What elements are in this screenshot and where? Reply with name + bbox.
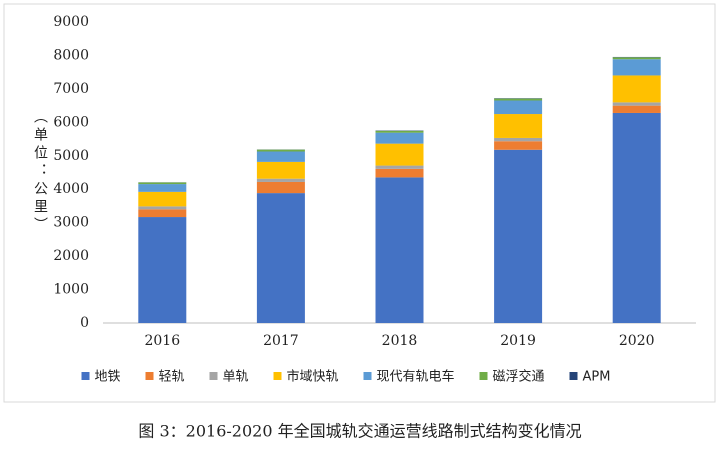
x-tick-label: 2019 bbox=[500, 333, 536, 349]
bar-segment bbox=[138, 206, 186, 209]
bar-segment bbox=[257, 179, 305, 182]
legend-label: 市域快轨 bbox=[287, 369, 339, 385]
bar-segment bbox=[257, 162, 305, 179]
bar-segment bbox=[257, 150, 305, 152]
bar-segment bbox=[376, 144, 424, 166]
bar-segment bbox=[138, 192, 186, 207]
legend-swatch bbox=[146, 372, 154, 380]
legend-swatch bbox=[570, 372, 578, 380]
bar-segment bbox=[138, 217, 186, 323]
bar-segment bbox=[613, 113, 661, 323]
bar-segment bbox=[138, 184, 186, 192]
bar-segment bbox=[376, 166, 424, 169]
legend-label: 地铁 bbox=[95, 370, 121, 385]
y-tick-label: 0 bbox=[80, 315, 89, 331]
bar-segment bbox=[376, 169, 424, 178]
bar-segment bbox=[494, 150, 542, 323]
bar-segment bbox=[138, 209, 186, 217]
bar-segment bbox=[613, 59, 661, 75]
x-tick-label: 2016 bbox=[144, 333, 180, 349]
legend-label: APM bbox=[583, 370, 611, 385]
bar-segment bbox=[494, 138, 542, 141]
bar-segment bbox=[138, 182, 186, 184]
bar-segment bbox=[376, 131, 424, 133]
legend-label: 磁浮交通 bbox=[493, 369, 545, 385]
bar-segment bbox=[257, 182, 305, 193]
y-tick-label: 3000 bbox=[53, 215, 89, 231]
y-tick-label: 8000 bbox=[53, 47, 89, 63]
legend-label: 现代有轨电车 bbox=[377, 369, 455, 385]
y-tick-label: 4000 bbox=[53, 181, 89, 197]
y-tick-label: 6000 bbox=[53, 114, 89, 130]
bar-segment bbox=[613, 106, 661, 113]
chart-frame bbox=[4, 4, 715, 402]
legend-swatch bbox=[274, 372, 282, 380]
legend-swatch bbox=[480, 372, 488, 380]
caption: 图 3：2016-2020 年全国城轨交通运营线路制式结构变化情况 bbox=[138, 422, 581, 441]
legend-swatch bbox=[210, 372, 218, 380]
bar-segment bbox=[494, 114, 542, 138]
bar-segment bbox=[494, 141, 542, 150]
y-axis-label: （单位：公里） bbox=[32, 109, 48, 235]
x-tick-label: 2018 bbox=[382, 333, 418, 349]
y-tick-label: 7000 bbox=[53, 81, 89, 97]
legend-swatch bbox=[82, 372, 90, 380]
bar-segment bbox=[376, 177, 424, 323]
legend-label: 单轨 bbox=[223, 370, 249, 385]
bar-segment bbox=[376, 133, 424, 144]
bar-segment bbox=[613, 102, 661, 105]
bar-segment bbox=[257, 151, 305, 161]
bar-segment bbox=[613, 75, 661, 102]
x-tick-label: 2020 bbox=[619, 333, 655, 349]
y-tick-label: 1000 bbox=[53, 282, 89, 298]
bar-segment bbox=[257, 193, 305, 323]
legend-swatch bbox=[364, 372, 372, 380]
legend-label: 轻轨 bbox=[159, 370, 185, 385]
bar-segment bbox=[494, 99, 542, 101]
bar-segment bbox=[613, 57, 661, 59]
y-tick-label: 2000 bbox=[53, 248, 89, 264]
y-tick-label: 9000 bbox=[53, 14, 89, 30]
x-tick-label: 2017 bbox=[263, 333, 299, 349]
bar-segment bbox=[494, 100, 542, 114]
y-tick-label: 5000 bbox=[53, 148, 89, 164]
